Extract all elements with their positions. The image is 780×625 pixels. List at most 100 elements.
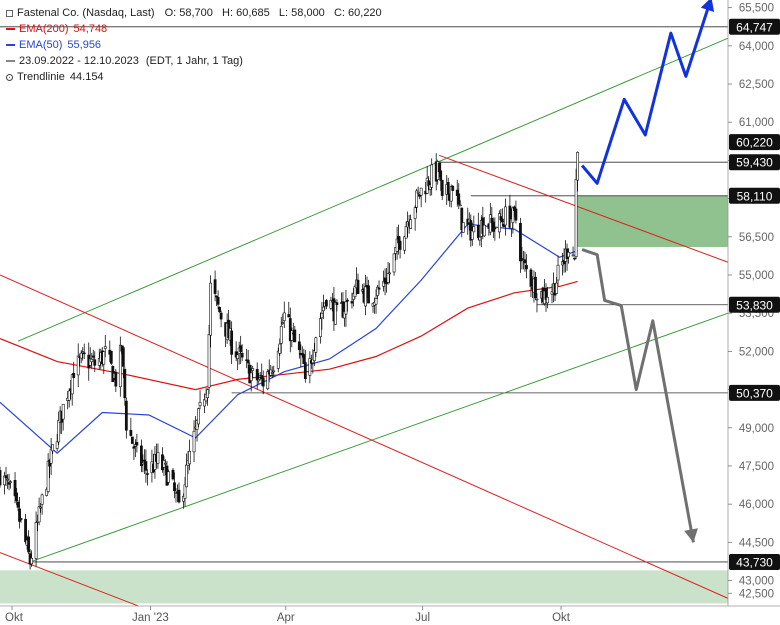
trend-line [0,274,729,599]
candle-body [470,230,474,240]
candle-body [293,329,297,343]
x-tick-label: Apr [277,612,295,624]
candle-body [16,501,20,508]
candle-body [39,506,43,509]
candle-body [67,390,71,401]
candle-body [19,518,23,520]
candle-body [123,368,127,399]
candle-body [260,375,264,379]
candle-body [192,430,196,453]
candle-body [502,223,506,228]
candle-body [130,436,134,444]
trend-line [29,312,729,563]
candle-body [353,286,357,297]
candle-body [49,448,53,464]
candle-body [573,257,576,260]
candle-body [534,276,537,299]
candle-body [546,297,549,304]
ema-lines [0,223,578,455]
candle-body [403,236,407,251]
candle-body [153,453,157,470]
candle-body [55,441,59,449]
candle-body [499,216,503,221]
candle-body [576,151,579,181]
candle-body [324,300,328,307]
candle-body [0,470,2,486]
candle-body [312,350,316,361]
support-zone [577,196,728,247]
candle-body [404,226,408,239]
candle-body [164,462,167,465]
support-zone [0,570,728,604]
candle-body [185,464,188,488]
trend-lines [0,37,729,607]
candles [0,151,579,570]
forecast-down-arrow-head [684,528,698,543]
candle-body [427,180,431,187]
candle-body [529,269,533,287]
candle-body [364,286,367,307]
price-label: 58,110 [737,189,773,203]
ema-line [0,280,578,391]
candle-body [276,350,280,369]
y-tick-label: 42,500 [739,588,774,600]
candle-body [91,355,95,358]
legend-ema50-label: EMA(50) [19,39,63,51]
y-tick-label: 62,500 [739,79,774,91]
candle-body [514,208,518,221]
candle-body [525,265,528,270]
candle-body [236,354,240,359]
legend-ema200-row: EMA(200) 54,748 [6,21,382,37]
candle-body [437,162,441,173]
price-label-bg [729,134,780,151]
candle-body [76,355,80,376]
candle-body [114,371,118,387]
candle-body [279,326,283,344]
candle-body [281,322,285,324]
candle-body [321,306,325,312]
candle-body [343,311,346,319]
forecast-down-arrow [581,248,695,543]
candle-body [416,191,420,194]
x-tick-label: Jul [415,612,430,624]
candle-body [234,351,238,358]
candle-body [413,207,417,219]
candle-body [40,494,44,505]
legend-ema50-value: 55,956 [67,39,102,51]
y-tick-label: 55,000 [739,270,774,282]
candle-body [90,359,94,362]
candle-body [216,297,220,305]
price-label: 53,830 [736,298,773,312]
y-tick-label: 56,500 [739,232,774,244]
candle-body [314,337,318,353]
candle-body [308,358,312,376]
candle-body [88,358,92,366]
candle-body [103,346,107,349]
candle-body [574,178,578,257]
candle-body [318,318,322,338]
candle-body [430,164,434,188]
legend-range-row: 23.09.2022 - 12.10.2023 (EDT, 1 Jahr, 1 … [6,53,382,69]
price-label: 50,370 [736,386,773,400]
candle-body [472,226,476,233]
candle-body [272,370,276,373]
price-label: 43,730 [736,555,773,569]
collapse-box-icon[interactable] [6,9,13,17]
candle-body [395,238,399,252]
candle-body [209,282,212,336]
legend-title: Fastenal Co. (Nasdaq, Last) [17,7,155,19]
candle-body [376,286,379,296]
candle-body [460,207,464,231]
ema200-swatch-icon [6,28,15,30]
candle-body [567,251,570,258]
candle-body [556,264,560,281]
legend-range-note: (EDT, 1 Jahr, 1 Tag) [145,55,243,67]
price-label-bg [729,384,780,401]
legend-ema200-value: 54,748 [73,23,108,35]
candle-body [183,484,187,499]
legend-title-row: Fastenal Co. (Nasdaq, Last) O: 58,700 H:… [6,5,382,21]
candle-body [544,288,548,300]
y-tick-label: 46,000 [739,499,774,511]
trend-line [0,552,139,607]
